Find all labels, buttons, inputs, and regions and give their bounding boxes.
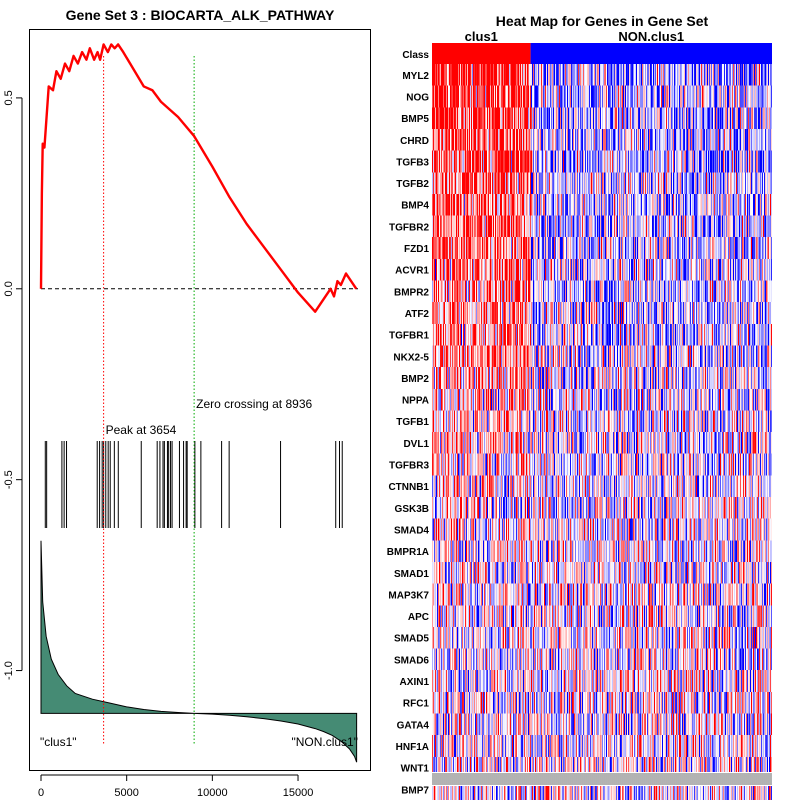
gene-label: FZD1 [404,244,429,255]
heatmap-panel: Heat Map for Genes in Gene Set clus1 NON.… [387,13,774,800]
gene-label: NKX2-5 [393,352,429,363]
hit-marks [44,441,343,528]
gene-label: BMP2 [401,374,429,385]
class-bar-segment [530,43,772,64]
gene-label: RFC1 [403,699,430,710]
class-bar-segment [432,43,531,64]
gene-label: NOG [406,92,429,103]
gene-label: NPPA [402,396,429,407]
right-class-label: "NON.clus1" [291,735,358,749]
running-es-curve [39,43,358,313]
gene-label: HNF1A [396,742,429,753]
sample-label-ticks [430,772,774,786]
zero-crossing-label: Zero crossing at 8936 [196,397,312,411]
gene-label: BMPR2 [394,287,429,298]
peak-label: Peak at 3654 [106,423,177,437]
gene-label: GSK3B [395,504,429,515]
y-tick-label: 0.0 [3,281,15,296]
gene-label: GATA4 [397,720,430,731]
group-label: NON.clus1 [618,29,684,44]
gene-label: BMP5 [401,114,429,125]
gene-label: MYL2 [402,71,429,82]
heatmap-title: Heat Map for Genes in Gene Set [496,13,709,29]
x-tick-label: 15000 [283,787,314,799]
gene-label: SMAD4 [394,525,429,536]
plot-frame [29,29,371,771]
gene-label: TGFB1 [396,417,429,428]
y-tick-label: -1.0 [3,661,15,680]
gene-label: APC [408,612,429,623]
axes-group: 0 5000 10000 15000 -1.0 -0.5 0.0 0.5 [3,90,313,799]
heatmap-cells [432,64,772,800]
class-row-label: Class [402,50,429,61]
left-class-label: "clus1" [40,735,77,749]
x-tick-label: 0 [38,787,44,799]
gene-label: CTNNB1 [388,482,429,493]
heatmap-matrix [432,64,772,800]
x-tick-label: 5000 [114,787,138,799]
gene-label: AXIN1 [400,677,430,688]
y-tick-label: -0.5 [3,470,15,489]
gene-label: BMPR1A [387,547,429,558]
enrichment-panel: Gene Set 3 : BIOCARTA_ALK_PATHWAY 0 5000 1… [3,7,371,799]
gene-label: SMAD1 [394,569,429,580]
gene-label: WNT1 [401,764,430,775]
gene-labels: Class MYL2 NOG BMP5 CHRD TGFB3 TGFB2 BMP4 TGFBR2… [387,50,430,796]
reference-lines [41,56,358,745]
gene-label: BMP4 [401,201,429,212]
gene-label: SMAD6 [394,655,429,666]
gene-label: ATF2 [405,309,430,320]
gene-label: TGFBR1 [389,331,429,342]
x-tick-label: 10000 [197,787,228,799]
group-label: clus1 [465,29,498,44]
gene-label: TGFB3 [396,157,429,168]
ranked-metric-area [40,540,358,763]
gene-label: TGFB2 [396,179,429,190]
gene-label: CHRD [400,136,429,147]
gene-label: BMP7 [401,785,429,796]
sample-tick-band [430,772,774,786]
gene-label: SMAD5 [394,634,429,645]
gene-label: ACVR1 [395,266,429,277]
class-bar [432,43,772,64]
gene-label: DVL1 [403,439,429,450]
gene-label: MAP3K7 [388,590,429,601]
gene-label: TGFBR3 [389,461,429,472]
y-tick-label: 0.5 [3,90,15,105]
enrichment-plot-title: Gene Set 3 : BIOCARTA_ALK_PATHWAY [66,7,335,23]
gene-label: TGFBR2 [389,222,429,233]
ranked-metric-fill [40,540,358,763]
group-labels: clus1 NON.clus1 [465,29,685,44]
